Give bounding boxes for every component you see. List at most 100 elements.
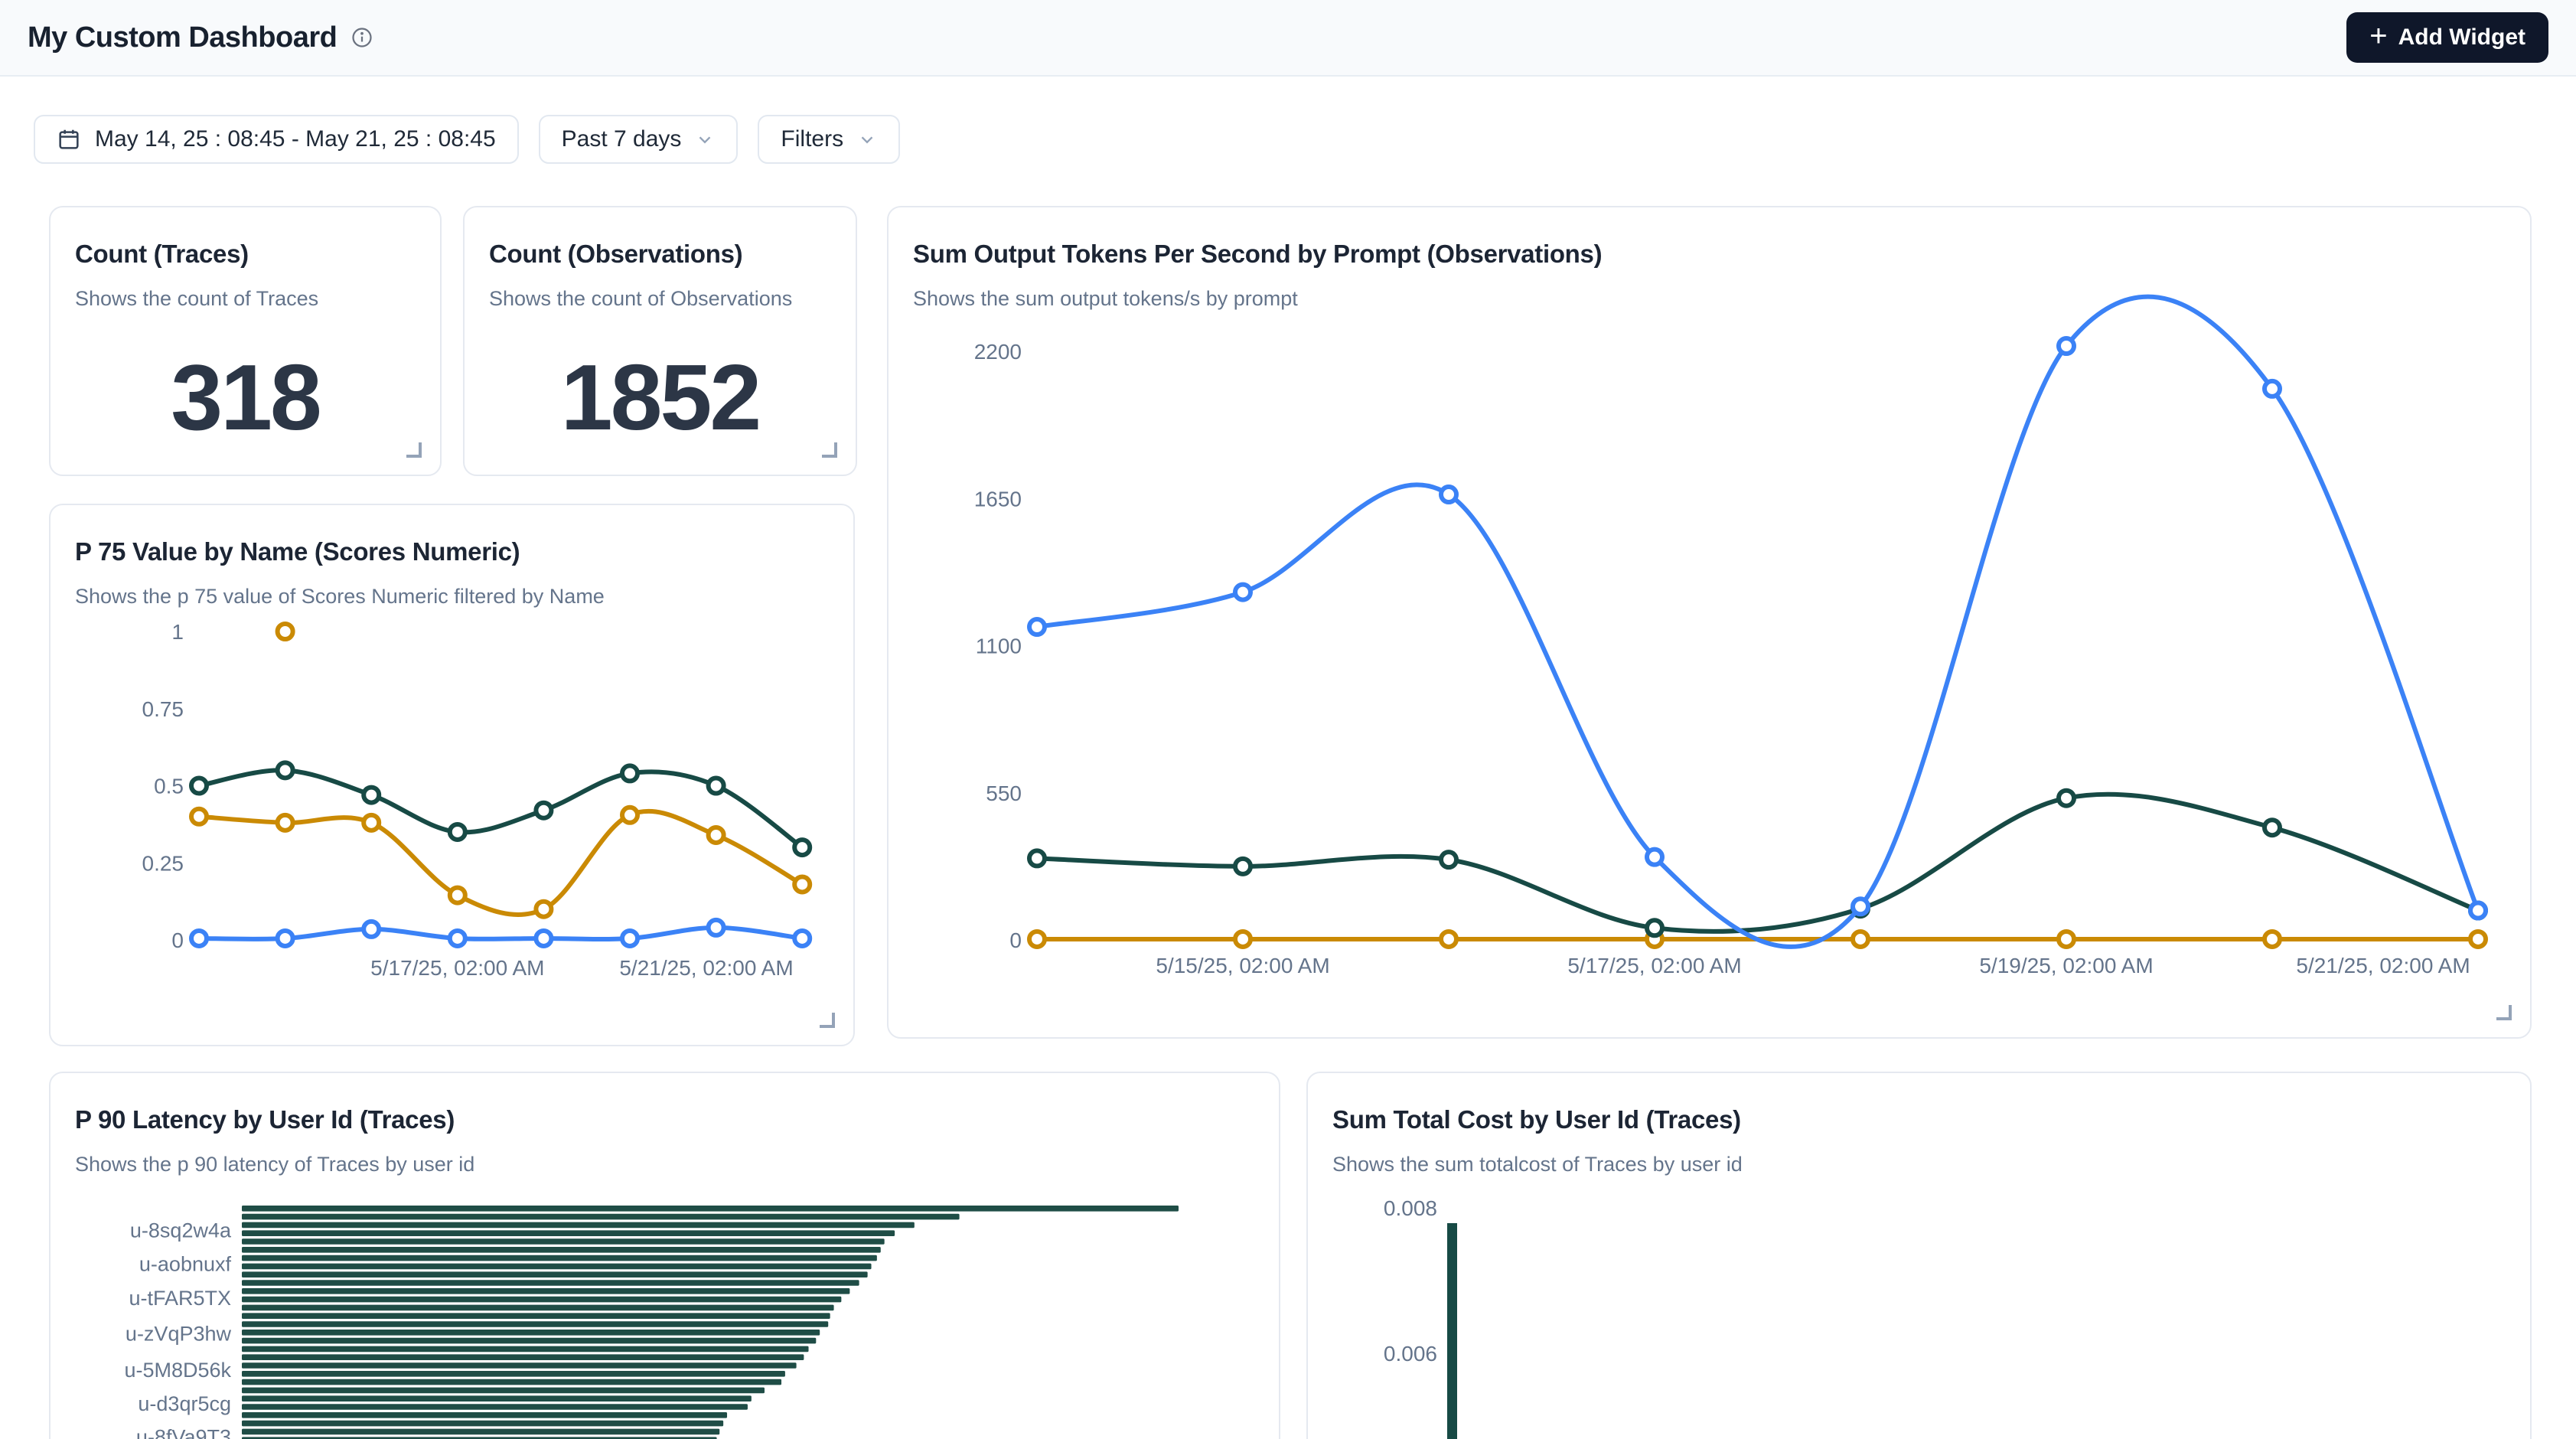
latency-bar	[242, 1288, 849, 1294]
latency-bar	[242, 1371, 785, 1377]
data-point-amber-score	[278, 815, 293, 830]
resize-handle-icon[interactable]	[2496, 1005, 2512, 1020]
add-widget-button[interactable]: + Add Widget	[2346, 12, 2548, 63]
data-point-teal-score	[709, 778, 724, 794]
data-point-blue-prompt	[1235, 585, 1251, 600]
add-widget-label: Add Widget	[2398, 24, 2525, 51]
data-point-blue-score	[622, 931, 637, 946]
line-series-teal-prompt	[1037, 795, 2478, 932]
latency-bar	[242, 1421, 723, 1427]
data-point-teal-prompt	[1441, 852, 1456, 867]
data-point-teal-score	[536, 803, 551, 818]
data-point-amber-score	[191, 809, 207, 824]
bar-category-label: u-tFAR5TX	[129, 1287, 231, 1310]
period-select[interactable]: Past 7 days	[539, 115, 739, 164]
data-point-teal-score	[622, 765, 637, 781]
latency-bar	[242, 1305, 834, 1311]
data-point-blue-prompt	[1029, 619, 1045, 635]
resize-handle-icon[interactable]	[406, 442, 422, 458]
data-point-blue-score	[450, 931, 465, 946]
p75-line-chart[interactable]: 00.250.50.7515/17/25, 02:00 AM5/21/25, 0…	[51, 505, 856, 1048]
plus-icon: +	[2369, 21, 2387, 51]
latency-bar	[242, 1214, 960, 1220]
widget-title: Count (Observations)	[489, 240, 831, 269]
latency-bar	[242, 1404, 748, 1410]
widget-p75-chart: P 75 Value by Name (Scores Numeric) Show…	[49, 504, 855, 1046]
data-point-blue-score	[364, 922, 379, 937]
data-point-blue-score	[536, 931, 551, 946]
bar-category-label: u-8fVa9T3	[136, 1425, 231, 1439]
data-point-amber-prompt	[2265, 932, 2280, 947]
x-axis-tick-label: 5/21/25, 02:00 AM	[2296, 954, 2470, 977]
data-point-amber-prompt	[1235, 932, 1251, 947]
widget-p90-chart: P 90 Latency by User Id (Traces) Shows t…	[49, 1072, 1280, 1439]
y-axis-tick-label: 0	[171, 928, 184, 952]
data-point-blue-score	[709, 920, 724, 935]
data-point-blue-prompt	[1441, 487, 1456, 502]
data-point-amber-score	[450, 888, 465, 903]
data-point-amber-prompt	[1441, 932, 1456, 947]
data-point-teal-prompt	[1029, 850, 1045, 866]
data-point-teal-prompt	[1647, 920, 1662, 935]
widget-count-traces: Count (Traces) Shows the count of Traces…	[49, 206, 442, 476]
cost-bar-chart[interactable]: 0.0080.006	[1308, 1073, 2533, 1439]
filters-button[interactable]: Filters	[758, 115, 900, 164]
data-point-teal-score	[364, 788, 379, 803]
latency-bar	[242, 1330, 820, 1336]
data-point-amber-score	[364, 815, 379, 830]
bar-category-label: u-d3qr5cg	[138, 1392, 231, 1415]
date-range-picker[interactable]: May 14, 25 : 08:45 - May 21, 25 : 08:45	[34, 115, 519, 164]
resize-handle-icon[interactable]	[822, 442, 837, 458]
data-point-amber-prompt	[2470, 932, 2486, 947]
latency-bar	[242, 1338, 816, 1344]
latency-bar	[242, 1388, 765, 1394]
bar-category-label: u-zVqP3hw	[126, 1322, 232, 1345]
resize-handle-icon[interactable]	[820, 1013, 835, 1028]
y-axis-tick-label: 0.75	[142, 697, 184, 721]
y-axis-tick-label: 0	[1009, 928, 1022, 952]
data-point-teal-score	[191, 778, 207, 794]
y-axis-tick-label: 0.25	[142, 851, 184, 875]
date-range-value: May 14, 25 : 08:45 - May 21, 25 : 08:45	[95, 126, 496, 152]
bar-category-label: u-5M8D56k	[124, 1359, 231, 1382]
data-point-blue-prompt	[2265, 381, 2280, 396]
data-point-amber-prompt	[1853, 932, 1868, 947]
latency-bar	[242, 1429, 719, 1435]
y-axis-tick-label: 0.5	[154, 775, 184, 798]
header: My Custom Dashboard + Add Widget	[0, 0, 2576, 77]
y-axis-tick-label: 1	[171, 620, 184, 644]
data-point-blue-score	[794, 931, 810, 946]
data-point-amber-prompt	[1029, 932, 1045, 947]
widget-cost-chart: Sum Total Cost by User Id (Traces) Shows…	[1306, 1072, 2532, 1439]
calendar-icon	[57, 127, 81, 152]
data-point-blue-prompt	[2059, 338, 2074, 354]
data-point-teal-score	[794, 840, 810, 855]
latency-bar	[242, 1354, 804, 1360]
y-axis-tick-label: 1100	[976, 635, 1022, 658]
x-axis-tick-label: 5/19/25, 02:00 AM	[1979, 954, 2153, 977]
y-axis-tick-label: 0.006	[1384, 1342, 1437, 1366]
latency-bar	[242, 1379, 781, 1385]
info-icon[interactable]	[351, 26, 373, 49]
data-point-teal-score	[278, 762, 293, 778]
data-point-teal-prompt	[2265, 820, 2280, 835]
bar-category-label: u-8sq2w4a	[130, 1219, 232, 1242]
chevron-down-icon	[857, 129, 877, 149]
latency-bar	[242, 1412, 727, 1418]
line-series-blue-prompt	[1037, 297, 2478, 947]
filters-label: Filters	[781, 126, 843, 152]
latency-bar	[242, 1321, 828, 1327]
p90-bar-chart[interactable]: u-8sq2w4a u-aobnuxf u-tFAR5TX u-zVqP3hw u-5M…	[51, 1073, 1282, 1439]
data-point-teal-prompt	[2059, 791, 2074, 806]
tokens-line-chart[interactable]: 05501100165022005/15/25, 02:00 AM5/17/25…	[889, 207, 2533, 1040]
y-axis-tick-label: 550	[986, 781, 1022, 805]
latency-bar	[242, 1206, 1179, 1212]
data-point-amber-prompt	[2059, 932, 2074, 947]
latency-bar	[242, 1222, 915, 1229]
latency-bar	[242, 1271, 868, 1277]
bar-category-label: u-aobnuxf	[139, 1253, 232, 1276]
latency-bar	[242, 1395, 752, 1401]
latency-bar	[242, 1362, 797, 1369]
widget-subtitle: Shows the count of Traces	[75, 287, 416, 311]
data-point-blue-score	[191, 931, 207, 946]
